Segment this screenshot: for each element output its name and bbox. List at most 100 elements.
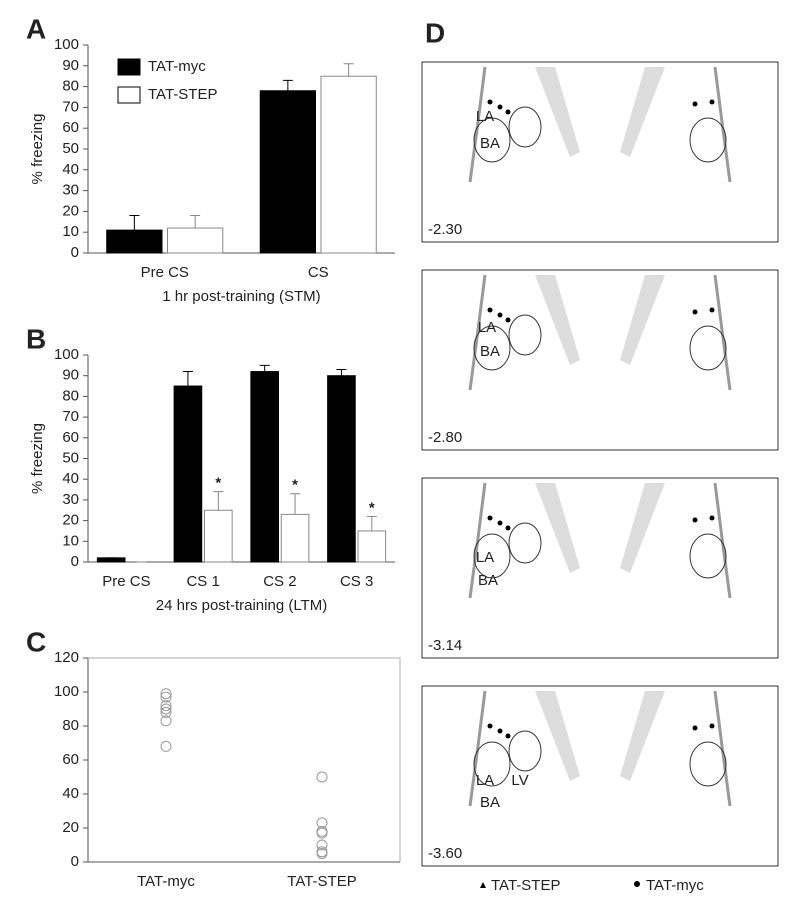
section-frame: [421, 685, 779, 867]
white-matter: [535, 275, 580, 365]
panel-letter: C: [26, 626, 46, 657]
panel-letter: A: [26, 13, 46, 44]
region-label: LA: [476, 772, 494, 789]
y-tick-label: 90: [62, 367, 79, 384]
x-tick-label: Pre CS: [141, 264, 189, 281]
section-frame: [421, 269, 779, 451]
bar: [250, 371, 279, 563]
x-axis-label: 1 hr post-training (STM): [162, 288, 320, 305]
bar: [204, 509, 233, 563]
legend-marker: [634, 881, 640, 887]
cannula-tip: [709, 515, 715, 521]
panel-letter: B: [26, 323, 46, 354]
legend-label: TAT-myc: [646, 877, 704, 894]
significance: *: [292, 477, 298, 494]
section-frame: [421, 61, 779, 243]
y-tick-label: 0: [71, 553, 79, 570]
cannula-tip: [709, 723, 715, 729]
y-tick-label: 10: [62, 532, 79, 549]
y-tick-label: 60: [62, 119, 79, 136]
y-tick-label: 100: [54, 36, 79, 53]
cannula-tip: [505, 317, 511, 323]
cannula-tip: [497, 104, 503, 110]
y-tick-label: 40: [62, 785, 79, 802]
region-label: LA: [476, 108, 494, 125]
y-tick-label: 100: [54, 683, 79, 700]
cannula-tip: [692, 725, 698, 731]
white-matter: [535, 67, 580, 157]
bar: [106, 229, 163, 254]
y-tick-label: 20: [62, 202, 79, 219]
y-tick-label: 80: [62, 78, 79, 95]
white-matter: [620, 483, 665, 573]
y-tick-label: 0: [71, 244, 79, 261]
cannula-tip: [487, 723, 493, 729]
bar: [357, 530, 387, 563]
error-bar: [282, 79, 293, 91]
white-matter: [535, 483, 580, 573]
legend-label: TAT-STEP: [491, 877, 560, 894]
cannula-tip: [497, 312, 503, 318]
nucleus: [508, 730, 542, 772]
point: [160, 715, 172, 727]
cannula-tip: [692, 101, 698, 107]
cannula-tip: [692, 517, 698, 523]
cannula-tip: [505, 525, 511, 531]
cannula-tip: [709, 99, 715, 105]
x-tick-label: TAT-myc: [137, 873, 195, 890]
x-tick-label: TAT-STEP: [287, 873, 356, 890]
cannula-tip: [487, 515, 493, 521]
cannula-tip: [505, 109, 511, 115]
error-bar: [343, 63, 354, 77]
x-tick-label: CS 1: [186, 573, 219, 590]
point: [160, 691, 172, 703]
legend-swatch: [117, 86, 141, 104]
error-bar: [182, 371, 193, 387]
region-label: BA: [480, 343, 500, 360]
y-tick-label: 0: [71, 853, 79, 870]
cannula-tip: [505, 733, 511, 739]
cannula-tip: [497, 728, 503, 734]
white-matter: [535, 691, 580, 781]
section-frame: [421, 477, 779, 659]
point: [160, 703, 172, 715]
y-tick-label: 30: [62, 182, 79, 199]
external-capsule: [468, 274, 732, 391]
error-bar: [259, 364, 270, 372]
x-tick-label: CS 2: [263, 573, 296, 590]
nucleus: [508, 106, 542, 148]
legend-marker: [480, 882, 486, 888]
nucleus: [689, 533, 727, 579]
bar: [167, 227, 224, 254]
error-bar: [290, 493, 301, 515]
y-tick-label: 50: [62, 449, 79, 466]
y-tick-label: 90: [62, 57, 79, 74]
point: [160, 706, 172, 718]
nucleus: [508, 314, 542, 356]
external-capsule: [468, 482, 732, 599]
y-tick-label: 40: [62, 161, 79, 178]
x-tick-label: CS: [308, 264, 329, 281]
nucleus: [473, 325, 511, 371]
y-tick-label: 30: [62, 491, 79, 508]
region-label: BA: [478, 572, 498, 589]
section-label: -2.30: [428, 221, 462, 238]
x-tick-label: CS 3: [340, 573, 373, 590]
bar: [173, 385, 203, 563]
significance: *: [369, 499, 375, 516]
section-label: -3.60: [428, 845, 462, 862]
y-tick-label: 50: [62, 140, 79, 157]
legend-label: TAT-STEP: [148, 86, 217, 103]
error-bar: [366, 515, 377, 531]
point: [316, 848, 328, 859]
y-tick-label: 100: [54, 346, 79, 363]
y-tick-label: 70: [62, 98, 79, 115]
bar: [96, 557, 126, 563]
bar: [327, 375, 356, 563]
cannula-tip: [692, 309, 698, 315]
point: [316, 827, 328, 839]
cannula-tip: [709, 307, 715, 313]
error-bar: [129, 215, 140, 231]
nucleus: [689, 741, 727, 787]
